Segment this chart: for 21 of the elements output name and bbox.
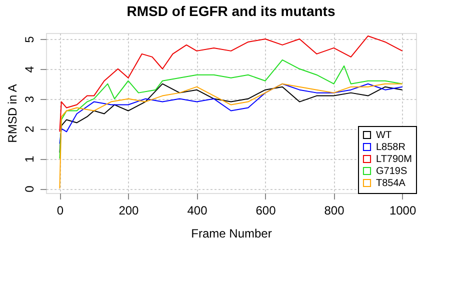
x-tick-label: 1000	[389, 204, 416, 218]
legend-label: T854A	[376, 178, 406, 189]
y-tick-label: 3	[22, 96, 36, 103]
line-series	[59, 35, 403, 132]
x-tick-label: 600	[256, 204, 276, 218]
chart-title: RMSD of EGFR and its mutants	[126, 3, 336, 19]
x-axis-title: Frame Number	[191, 226, 272, 240]
x-tick-label: 800	[324, 204, 345, 218]
legend-label: WT	[376, 130, 392, 141]
y-tick-label: 2	[22, 126, 36, 133]
x-tick-label: 400	[187, 204, 208, 218]
legend-label: L858R	[376, 142, 406, 153]
legend-label: LT790M	[376, 154, 412, 165]
y-tick-label: 4	[22, 66, 36, 73]
y-tick-label: 5	[22, 36, 36, 43]
y-tick-label: 0	[22, 185, 36, 192]
x-tick-label: 200	[118, 204, 140, 218]
x-tick-label: 0	[56, 204, 64, 218]
y-tick-label: 1	[22, 155, 36, 162]
legend-label: G719S	[376, 166, 408, 177]
y-axis-title: RMSD in A	[6, 84, 20, 143]
